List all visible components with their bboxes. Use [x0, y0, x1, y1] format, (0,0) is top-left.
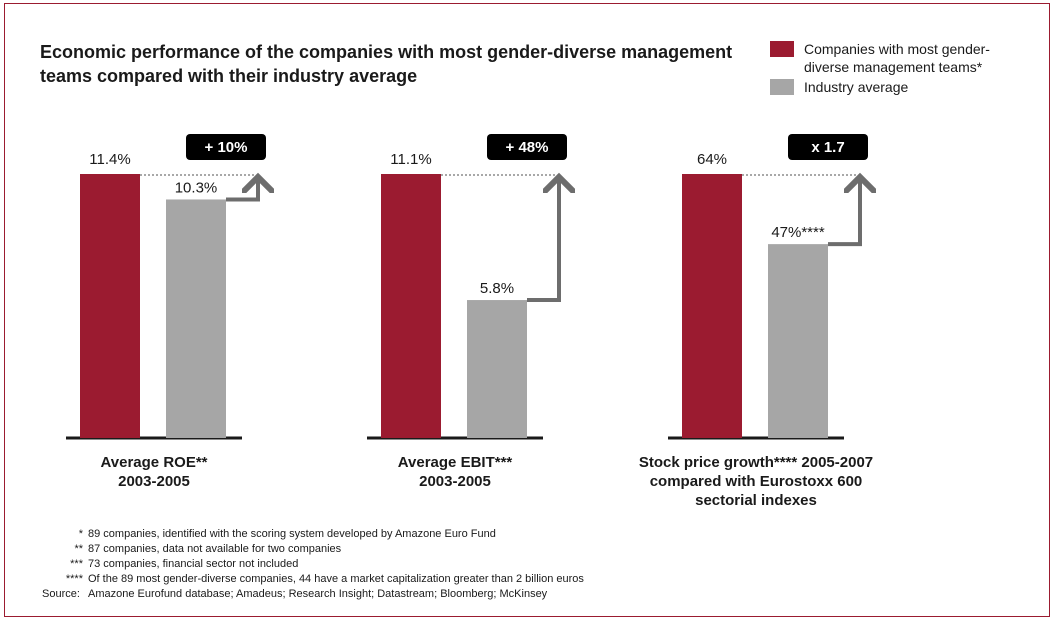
- footnote-text: 89 companies, identified with the scorin…: [88, 528, 496, 540]
- chart-frame: [4, 3, 1050, 617]
- difference-badge-1: [186, 134, 266, 160]
- footnote-text: 73 companies, financial sector not inclu…: [88, 558, 299, 570]
- data-label-gender-diverse-1: 11.4%: [89, 151, 130, 168]
- footnote-text: 87 companies, data not available for two…: [88, 543, 342, 555]
- source-text: Amazone Eurofund database; Amadeus; Rese…: [88, 588, 548, 600]
- footnote-4: **** Of the 89 most gender-diverse compa…: [0, 572, 1040, 587]
- legend-item-gender-diverse: Companies with most gender-diverse manag…: [770, 40, 1040, 78]
- growth-arrow-2: [527, 177, 559, 303]
- footnote-2: ** 87 companies, data not available for …: [0, 542, 1040, 557]
- footnote-1: * 89 companies, identified with the scor…: [0, 527, 1040, 542]
- difference-badge-label-2: + 48%: [506, 139, 549, 156]
- footnote-3: *** 73 companies, financial sector not i…: [0, 557, 1040, 572]
- category-label-1-line-2: 2003-2005: [118, 473, 190, 490]
- data-label-industry-average-2: 5.8%: [480, 280, 514, 297]
- footnote-mark: *: [78, 528, 83, 540]
- difference-badge-3: [788, 134, 868, 160]
- footnote-mark: ****: [65, 573, 83, 585]
- legend-label-industry-average: Industry average: [804, 79, 909, 95]
- bar-gender-diverse-3: [682, 174, 742, 438]
- chart-title: Economic performance of the companies wi…: [40, 42, 733, 86]
- category-label-2-line-2: 2003-2005: [419, 473, 491, 490]
- bar-gender-diverse-1: [80, 174, 140, 438]
- bar-gender-diverse-2: [381, 174, 441, 438]
- difference-badge-label-3: x 1.7: [811, 139, 844, 156]
- data-label-gender-diverse-3: 64%: [697, 151, 727, 168]
- difference-badge-2: [487, 134, 567, 160]
- legend-label-gender-diverse: Companies with most gender-diverse manag…: [804, 41, 990, 75]
- bar-industry-average-2: [467, 300, 527, 438]
- data-label-industry-average-3: 47%****: [771, 224, 825, 241]
- category-label-1-line-1: Average ROE**: [101, 454, 208, 471]
- bar-industry-average-3: [768, 244, 828, 438]
- growth-arrow-3: [828, 177, 860, 247]
- legend: Companies with most gender-diverse manag…: [770, 40, 1040, 98]
- bar-industry-average-1: [166, 199, 226, 438]
- legend-item-industry-average: Industry average: [770, 78, 1040, 98]
- category-label-2-line-1: Average EBIT***: [398, 454, 513, 471]
- difference-badge-label-1: + 10%: [205, 139, 248, 156]
- category-label-3-line-2: compared with Eurostoxx 600: [650, 473, 863, 490]
- data-label-gender-diverse-2: 11.1%: [390, 151, 431, 168]
- footnote-text: Of the 89 most gender-diverse companies,…: [88, 573, 584, 585]
- source-line: Source: Amazone Eurofund database; Amade…: [0, 587, 1040, 602]
- data-label-industry-average-1: 10.3%: [175, 179, 218, 196]
- source-label: Source:: [42, 588, 80, 600]
- footnote-mark: ***: [70, 558, 83, 570]
- category-label-3-line-1: Stock price growth**** 2005-2007: [639, 454, 873, 471]
- legend-swatch-industry-average: [770, 79, 794, 95]
- growth-arrow-1: [226, 177, 258, 202]
- footnotes: * 89 companies, identified with the scor…: [0, 527, 1040, 602]
- category-label-3-line-3: sectorial indexes: [695, 492, 817, 509]
- legend-swatch-gender-diverse: [770, 41, 794, 57]
- footnote-mark: **: [74, 543, 83, 555]
